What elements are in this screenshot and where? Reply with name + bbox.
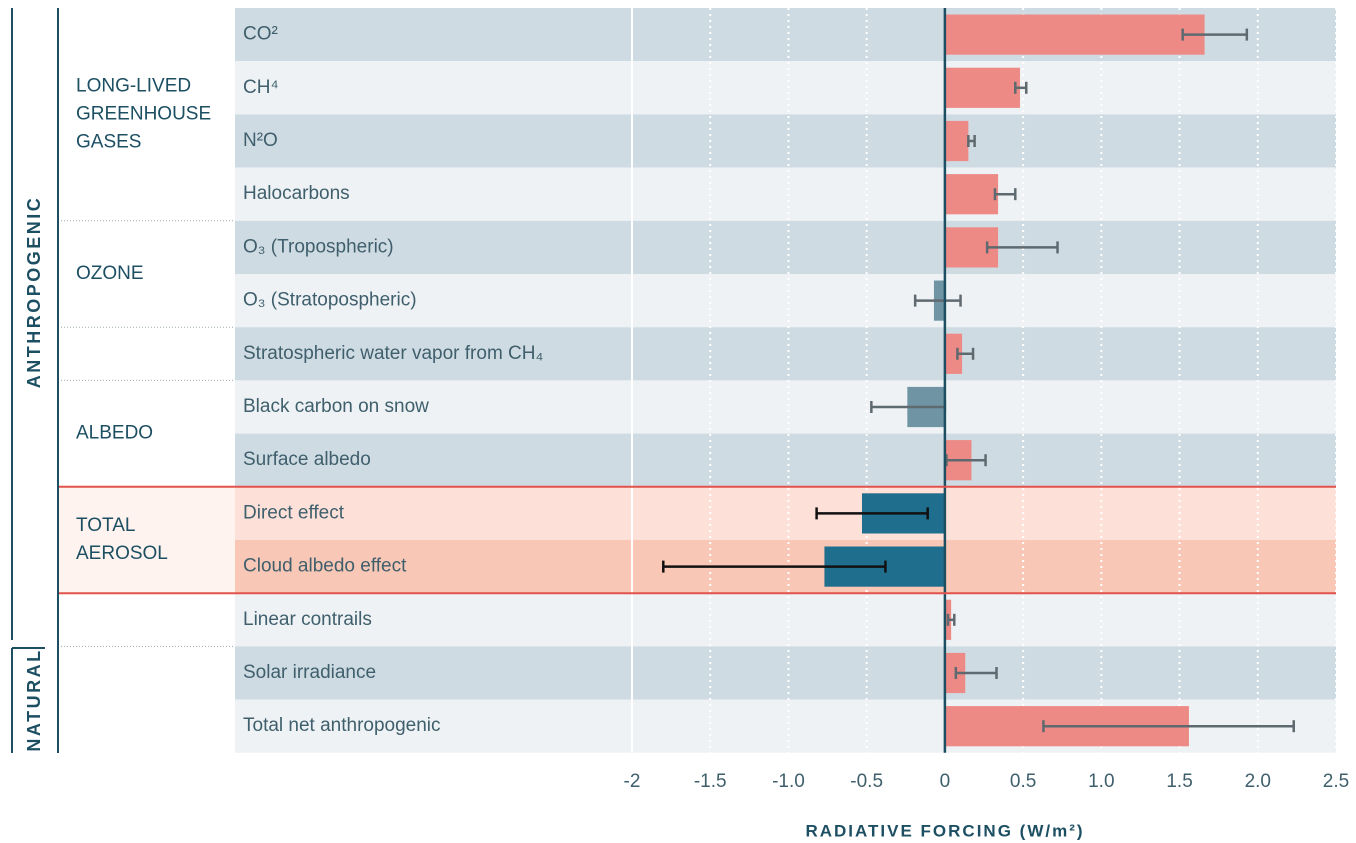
row-background: [235, 646, 1336, 700]
group-label: AEROSOL: [76, 543, 168, 564]
section-label: NATURAL: [24, 648, 44, 751]
error-bar: [956, 347, 975, 360]
row-background: [235, 486, 1336, 540]
section-label: ANTHROPOGENIC: [24, 196, 44, 389]
error-bar: [993, 188, 1017, 201]
backgrounds: [58, 8, 1336, 753]
category-label: O₃ (Tropospheric): [243, 236, 394, 257]
error-bar: [954, 667, 998, 679]
error-bar: [1014, 81, 1028, 94]
group-label: ALBEDO: [76, 423, 153, 444]
category-label: CH⁴: [243, 77, 279, 98]
grid: [631, 8, 1337, 753]
group-label: TOTAL: [76, 515, 135, 536]
x-tick-label: -0.5: [850, 771, 883, 792]
row-background: [235, 380, 1336, 434]
row-background: [235, 114, 1336, 168]
category-label: Black carbon on snow: [243, 396, 429, 417]
bar: [944, 14, 1205, 55]
row-background: [235, 61, 1336, 115]
category-label: Linear contrails: [243, 609, 372, 630]
error-bar: [967, 135, 976, 147]
error-bar: [945, 454, 987, 467]
group-label: LONG-LIVED: [76, 75, 191, 96]
x-tick-label: 0.5: [1010, 771, 1036, 792]
row-background: [235, 593, 1336, 647]
row-background: [235, 433, 1336, 487]
x-axis-label: RADIATIVE FORCING (W/m²): [805, 821, 1084, 840]
error-bar: [662, 560, 887, 573]
category-label: O₃ (Stratopospheric): [243, 290, 417, 311]
category-label: Solar irradiance: [243, 662, 376, 683]
category-label: CO²: [243, 24, 278, 45]
x-tick-label: 2.5: [1323, 771, 1349, 792]
bar: [944, 67, 1020, 108]
row-background: [235, 167, 1336, 221]
x-tick-label: 2.0: [1245, 771, 1271, 792]
category-label: Surface albedo: [243, 449, 371, 470]
group-label: GREENHOUSE: [76, 103, 211, 124]
group-label: OZONE: [76, 263, 144, 284]
category-label: N²O: [243, 130, 278, 151]
group-label: GASES: [76, 131, 141, 152]
error-bar: [946, 613, 956, 626]
x-tick-label: -1.0: [772, 771, 805, 792]
category-label: Cloud albedo effect: [243, 556, 407, 577]
category-label: Total net anthropogenic: [243, 715, 441, 736]
x-tick-label: 0: [940, 771, 951, 792]
error-bar: [1181, 28, 1249, 41]
category-label: Direct effect: [243, 502, 345, 523]
x-tick-label: -2: [624, 771, 641, 792]
bar: [944, 174, 999, 215]
marks: [58, 8, 1336, 753]
error-bar: [985, 241, 1059, 254]
error-bar: [815, 507, 929, 520]
x-tick-label: 1.5: [1166, 771, 1192, 792]
error-bar: [1042, 720, 1296, 733]
row-background: [235, 274, 1336, 328]
x-tick-label: -1.5: [694, 771, 727, 792]
x-tick-label: 1.0: [1088, 771, 1114, 792]
category-label: Halocarbons: [243, 183, 350, 204]
category-label: Stratospheric water vapor from CH₄: [243, 343, 543, 364]
bar: [944, 333, 963, 374]
row-background: [235, 327, 1336, 381]
bar: [944, 120, 969, 162]
error-bar: [913, 294, 962, 307]
group-background: [58, 486, 235, 594]
row-background: [235, 220, 1336, 274]
